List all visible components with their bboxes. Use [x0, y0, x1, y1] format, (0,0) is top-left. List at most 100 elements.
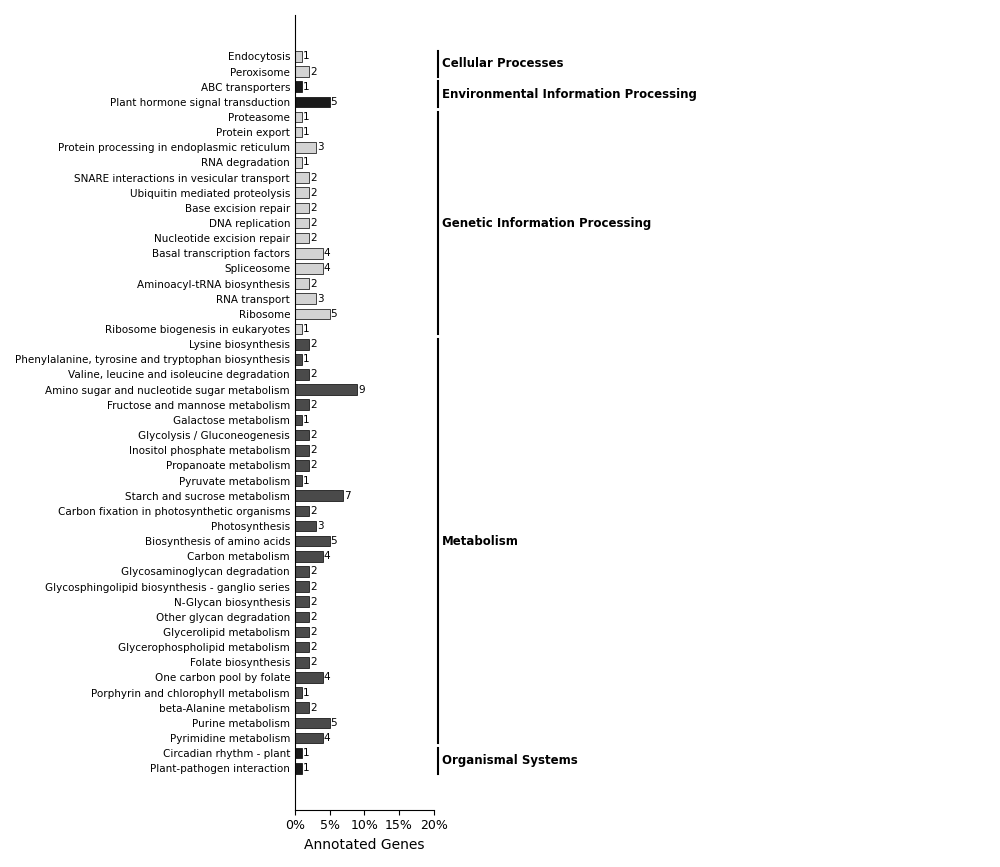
- Bar: [295, 460, 309, 471]
- Bar: [295, 369, 309, 380]
- Text: 1: 1: [303, 127, 309, 137]
- Bar: [295, 309, 330, 319]
- Bar: [295, 127, 302, 138]
- Text: 3: 3: [317, 521, 323, 531]
- Bar: [295, 173, 309, 183]
- Text: 5: 5: [331, 309, 337, 319]
- Text: 2: 2: [310, 582, 316, 591]
- Text: 1: 1: [303, 748, 309, 758]
- Text: 1: 1: [303, 763, 309, 773]
- Bar: [295, 187, 309, 198]
- Text: Metabolism: Metabolism: [442, 535, 519, 548]
- Bar: [295, 66, 309, 77]
- Bar: [295, 536, 330, 546]
- Text: Environmental Information Processing: Environmental Information Processing: [442, 88, 697, 101]
- Text: 2: 2: [310, 278, 316, 289]
- Bar: [295, 642, 309, 653]
- Bar: [295, 218, 309, 228]
- Text: 1: 1: [303, 112, 309, 122]
- Bar: [295, 339, 309, 349]
- Text: 2: 2: [310, 612, 316, 622]
- Text: 2: 2: [310, 430, 316, 440]
- Text: 1: 1: [303, 324, 309, 334]
- Bar: [295, 688, 302, 698]
- Bar: [295, 445, 309, 455]
- Text: 1: 1: [303, 355, 309, 364]
- Bar: [295, 763, 302, 773]
- Text: 2: 2: [310, 188, 316, 198]
- Text: 9: 9: [358, 385, 365, 394]
- Text: 1: 1: [303, 51, 309, 62]
- Text: 5: 5: [331, 718, 337, 728]
- Bar: [295, 157, 302, 167]
- Text: 1: 1: [303, 81, 309, 92]
- Bar: [295, 672, 323, 682]
- Text: 2: 2: [310, 703, 316, 713]
- Bar: [295, 81, 302, 92]
- Bar: [295, 51, 302, 62]
- Bar: [295, 657, 309, 668]
- Text: Cellular Processes: Cellular Processes: [442, 57, 563, 70]
- X-axis label: Annotated Genes: Annotated Genes: [304, 838, 424, 852]
- Text: 3: 3: [317, 294, 323, 303]
- Bar: [295, 702, 309, 713]
- Bar: [295, 627, 309, 637]
- Text: Organismal Systems: Organismal Systems: [442, 754, 578, 767]
- Bar: [295, 354, 302, 365]
- Bar: [295, 505, 309, 516]
- Text: 2: 2: [310, 627, 316, 637]
- Bar: [295, 264, 323, 274]
- Bar: [295, 718, 330, 728]
- Text: 2: 2: [310, 460, 316, 471]
- Bar: [295, 748, 302, 759]
- Bar: [295, 551, 323, 562]
- Bar: [295, 293, 316, 304]
- Text: 1: 1: [303, 688, 309, 698]
- Bar: [295, 475, 302, 486]
- Bar: [295, 566, 309, 577]
- Bar: [295, 112, 302, 122]
- Text: 1: 1: [303, 475, 309, 486]
- Text: 5: 5: [331, 97, 337, 107]
- Text: 4: 4: [324, 673, 330, 682]
- Bar: [295, 596, 309, 607]
- Bar: [295, 233, 309, 244]
- Text: 2: 2: [310, 67, 316, 76]
- Bar: [295, 142, 316, 153]
- Bar: [295, 581, 309, 592]
- Text: 4: 4: [324, 551, 330, 561]
- Text: 2: 2: [310, 446, 316, 455]
- Text: 2: 2: [310, 657, 316, 668]
- Text: 2: 2: [310, 339, 316, 349]
- Bar: [295, 278, 309, 289]
- Text: 4: 4: [324, 264, 330, 273]
- Text: 1: 1: [303, 158, 309, 167]
- Bar: [295, 733, 323, 743]
- Text: 2: 2: [310, 203, 316, 213]
- Bar: [295, 203, 309, 213]
- Text: 2: 2: [310, 505, 316, 516]
- Text: 2: 2: [310, 400, 316, 410]
- Text: 2: 2: [310, 173, 316, 183]
- Bar: [295, 521, 316, 531]
- Bar: [295, 96, 330, 108]
- Text: 2: 2: [310, 218, 316, 228]
- Text: 1: 1: [303, 415, 309, 425]
- Text: 2: 2: [310, 642, 316, 652]
- Text: 2: 2: [310, 566, 316, 577]
- Bar: [295, 384, 357, 395]
- Bar: [295, 414, 302, 425]
- Bar: [295, 400, 309, 410]
- Bar: [295, 491, 343, 501]
- Text: 5: 5: [331, 536, 337, 546]
- Text: 2: 2: [310, 233, 316, 243]
- Text: 4: 4: [324, 733, 330, 743]
- Text: 2: 2: [310, 596, 316, 607]
- Text: 4: 4: [324, 248, 330, 258]
- Bar: [295, 611, 309, 623]
- Text: 7: 7: [344, 491, 351, 500]
- Bar: [295, 323, 302, 335]
- Text: 2: 2: [310, 369, 316, 380]
- Text: Genetic Information Processing: Genetic Information Processing: [442, 217, 651, 230]
- Bar: [295, 248, 323, 258]
